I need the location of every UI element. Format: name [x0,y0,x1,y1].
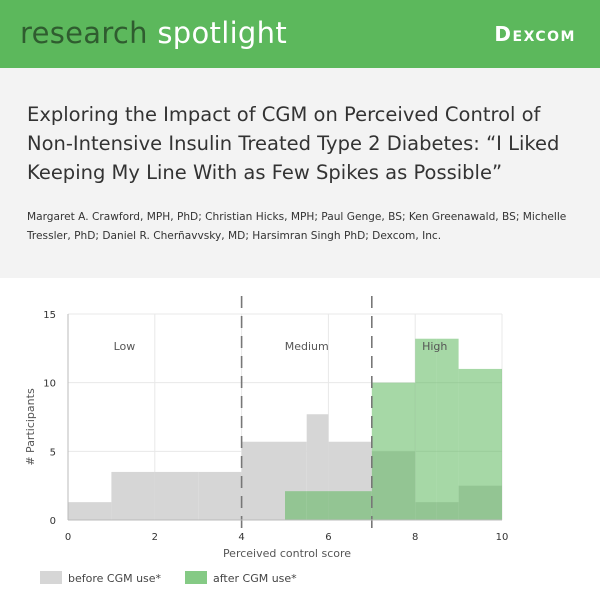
bar-after [306,491,329,520]
y-tick-label: 0 [50,516,56,527]
legend-label: after CGM use* [213,572,297,585]
bar-after [328,491,372,520]
y-tick-label: 15 [43,310,56,321]
legend: before CGM use* after CGM use* [40,571,297,585]
header-panel [0,68,600,278]
y-tick-label: 5 [50,447,56,458]
y-tick-label: 10 [43,379,56,390]
x-tick-label: 8 [412,532,418,543]
x-tick-label: 4 [238,532,244,543]
bar-after [285,491,307,520]
legend-swatch [40,571,62,584]
y-axis-label: # Participants [24,388,37,466]
author-list: Margaret A. Crawford, MPH, PhD; Christia… [27,211,567,242]
bar-before [241,441,285,520]
region-label: Low [114,340,136,353]
region-labels: Low Medium High [114,340,448,353]
x-tick-label: 0 [65,532,71,543]
bar-after [436,338,459,520]
x-tick-label: 2 [152,532,158,543]
banner-title: research spotlight [20,16,287,50]
x-tick-label: 6 [325,532,331,543]
x-tick-label: 10 [496,532,509,543]
x-axis-label: Perceived control score [223,547,351,560]
bar-before [111,471,155,520]
bar-after [371,382,416,520]
histogram-chart: Low Medium High 0 2 4 6 8 10 0 5 10 15 Perceived con… [24,296,508,585]
bar-before [154,471,199,520]
axes: 0 2 4 6 8 10 0 5 10 15 Perceived control score # Pa… [24,310,508,560]
region-label: Medium [285,340,329,353]
bar-after [415,338,437,520]
dexcom-logo: Dexcom [494,22,576,46]
region-label: High [422,340,447,353]
paper-title: Exploring the Impact of CGM on Perceived… [27,103,560,184]
banner-title-research: research [20,16,148,50]
banner: research spotlight Dexcom [0,0,600,68]
bar-before [68,502,112,520]
banner-title-spotlight: spotlight [157,16,287,50]
legend-swatch [185,571,207,584]
series-after-bars [285,338,502,520]
bar-before [198,471,242,520]
legend-label: before CGM use* [68,572,162,585]
bar-after [458,368,502,520]
